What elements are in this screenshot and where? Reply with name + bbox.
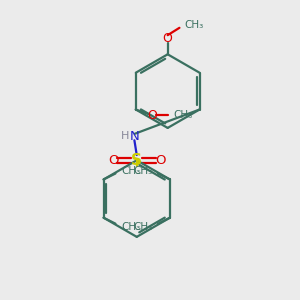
Text: O: O xyxy=(155,154,166,167)
Text: CH₃: CH₃ xyxy=(133,166,152,176)
Text: N: N xyxy=(130,130,139,143)
Text: CH₃: CH₃ xyxy=(133,221,152,232)
Text: CH₃: CH₃ xyxy=(173,110,193,120)
Text: CH₃: CH₃ xyxy=(185,20,204,30)
Text: H: H xyxy=(122,131,130,141)
Text: O: O xyxy=(108,154,119,167)
Text: S: S xyxy=(131,153,142,168)
Text: O: O xyxy=(147,109,157,122)
Text: O: O xyxy=(163,32,172,46)
Text: CH₃: CH₃ xyxy=(121,221,140,232)
Text: CH₃: CH₃ xyxy=(121,166,140,176)
